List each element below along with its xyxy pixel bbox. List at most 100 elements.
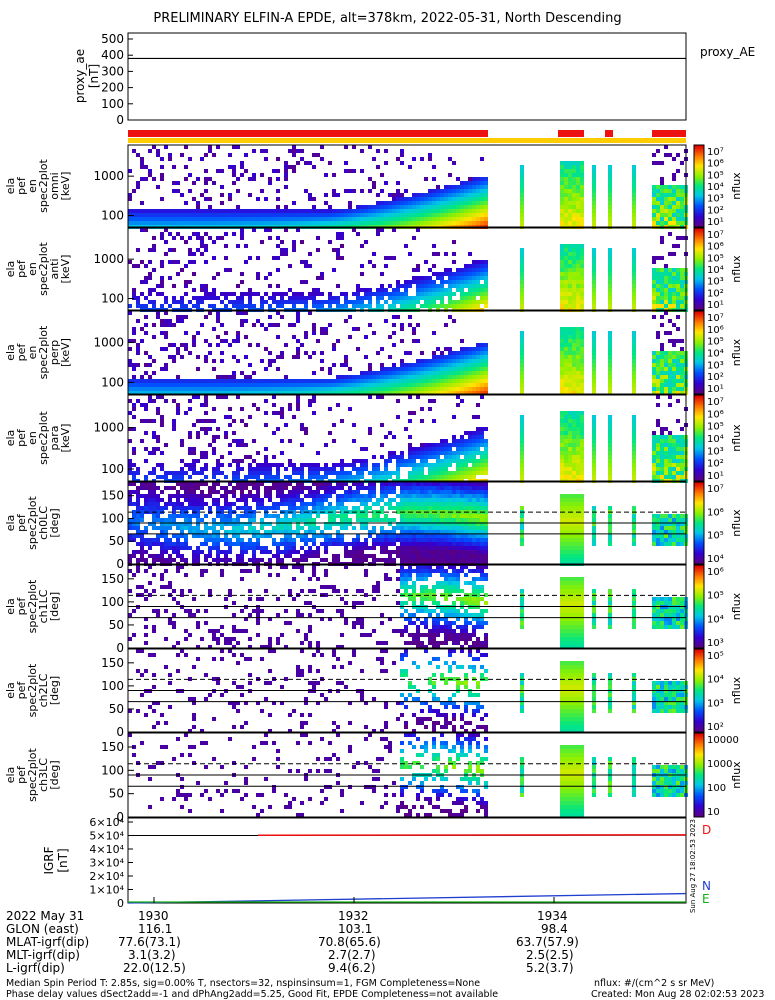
colorbar-segment: [694, 264, 704, 267]
spectrogram-cell: [232, 173, 236, 177]
spectrogram-cell: [240, 173, 244, 177]
spectrogram-cell: [592, 439, 596, 443]
spectrogram-cell: [564, 459, 568, 463]
spectrogram-cell: [240, 379, 244, 383]
spectrogram-cell: [136, 248, 140, 252]
spectrogram-cell: [364, 296, 368, 300]
spectrogram-cell: [676, 455, 680, 459]
spectrogram-cell: [356, 288, 360, 292]
spectrogram-cell: [676, 435, 680, 439]
spectrogram-cell: [152, 498, 156, 502]
spectrogram-cell: [144, 217, 148, 221]
spectrogram-cell: [664, 213, 668, 217]
spectrogram-cell: [284, 546, 288, 550]
spectrogram-cell: [680, 367, 684, 371]
spectrogram-cell: [128, 482, 132, 486]
spectrogram-cell: [432, 288, 436, 292]
spectrogram-cell: [136, 343, 140, 347]
spectrogram-cell: [156, 391, 160, 395]
colorbar-segment: [694, 288, 704, 290]
spectrogram-cell: [176, 260, 180, 264]
spectrogram-cell: [428, 391, 432, 395]
spectrogram-cell: [672, 268, 676, 272]
spectrogram-cell: [448, 221, 452, 225]
spectrogram-cell: [256, 343, 260, 347]
spectrogram-cell: [208, 304, 212, 308]
panel-frame: [127, 227, 687, 311]
spectrogram-cell: [460, 205, 464, 209]
spectrogram-cell: [520, 280, 524, 284]
spectrogram-cell: [128, 311, 132, 315]
spectrogram-cell: [144, 280, 148, 284]
spectrogram-cell: [236, 177, 240, 181]
spectrogram-cell: [436, 252, 440, 256]
spectrogram-cell: [412, 379, 416, 383]
spectrogram-cell: [296, 391, 300, 395]
spectrogram-cell: [476, 304, 480, 308]
spectrogram-cell: [404, 371, 408, 375]
spectrogram-cell: [452, 276, 456, 280]
spectrogram-cell: [400, 379, 404, 383]
spectrogram-cell: [212, 240, 216, 244]
colorbar-segment: [694, 426, 704, 429]
spectrogram-cell: [304, 494, 308, 498]
spectrogram-cell: [380, 371, 384, 375]
spectrogram-cell: [384, 375, 388, 379]
spectrogram-cell: [208, 554, 212, 558]
spectrogram-cell: [608, 431, 612, 435]
spectrogram-cell: [416, 387, 420, 391]
spectrogram-cell: [680, 201, 684, 205]
spectrogram-cell: [520, 213, 524, 217]
spectrogram-cell: [464, 272, 468, 276]
spectrogram-cell: [360, 371, 364, 375]
spectrogram-cell: [608, 451, 612, 455]
spectrogram-cell: [256, 498, 260, 502]
spectrogram-cell: [576, 185, 580, 189]
spectrogram-cell: [656, 296, 660, 300]
spectrogram-cell: [276, 157, 280, 161]
spectrogram-cell: [160, 542, 164, 546]
spectrogram-cell: [460, 391, 464, 395]
spectrogram-cell: [676, 276, 680, 280]
spectrogram-cell: [284, 538, 288, 542]
spectrogram-cell: [216, 558, 220, 562]
spectrogram-cell: [672, 209, 676, 213]
spectrogram-cell: [576, 371, 580, 375]
spectrogram-cell: [232, 169, 236, 173]
spectrogram-cell: [408, 363, 412, 367]
spectrogram-cell: [420, 284, 424, 288]
colorbar-segment: [694, 473, 704, 476]
spectrogram-cell: [568, 268, 572, 272]
spectrogram-cell: [224, 213, 228, 217]
spectrogram-cell: [676, 399, 680, 403]
spectrogram-cell: [560, 272, 564, 276]
spectrogram-cell: [652, 359, 656, 363]
spectrogram-cell: [200, 300, 204, 304]
spectrogram-cell: [592, 209, 596, 213]
spectrogram-cell: [652, 292, 656, 296]
spectrogram-cell: [224, 379, 228, 383]
spectrogram-cell: [144, 482, 148, 486]
energy-tick: 1000: [93, 169, 124, 183]
colorbar-segment: [694, 476, 704, 479]
spectrogram-cell: [520, 467, 524, 471]
spectrogram-cell: [140, 217, 144, 221]
colorbar-segment: [694, 301, 704, 304]
spectrogram-cell: [656, 284, 660, 288]
spectrogram-cell: [240, 554, 244, 558]
spectrogram-cell: [292, 518, 296, 522]
spectrogram-cell: [520, 197, 524, 201]
spectrogram-cell: [200, 427, 204, 431]
spectrogram-cell: [180, 542, 184, 546]
spectrogram-cell: [232, 459, 236, 463]
spectrogram-cell: [580, 284, 584, 288]
spectrogram-cell: [380, 292, 384, 296]
spectrogram-cell: [316, 248, 320, 252]
spectrogram-cell: [188, 494, 192, 498]
spectrogram-cell: [236, 522, 240, 526]
colorbar-segment: [694, 422, 704, 425]
spectrogram-cell: [456, 197, 460, 201]
spectrogram-cell: [132, 518, 136, 522]
spectrogram-cell: [368, 304, 372, 308]
spectrogram-cell: [244, 475, 248, 479]
